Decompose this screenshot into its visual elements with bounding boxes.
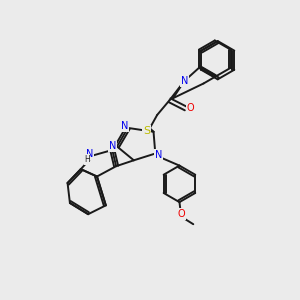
Text: N: N — [155, 150, 163, 160]
Text: N: N — [86, 149, 94, 159]
Text: H: H — [84, 155, 90, 164]
Text: O: O — [177, 209, 185, 219]
Text: N: N — [121, 122, 129, 131]
Text: N: N — [109, 142, 116, 152]
Text: S: S — [143, 126, 150, 136]
Text: O: O — [187, 103, 194, 113]
Text: N: N — [181, 76, 188, 86]
